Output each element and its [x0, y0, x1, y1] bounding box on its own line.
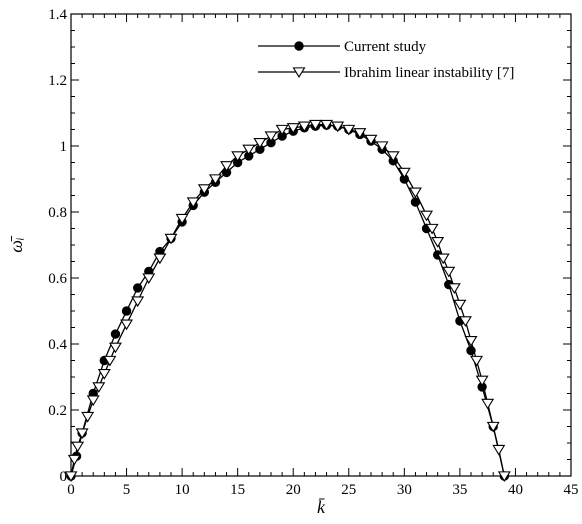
series-2: [64, 119, 511, 483]
point-marker-triangle: [175, 213, 189, 225]
point-marker-triangle: [364, 134, 378, 146]
x-tick-label: 5: [123, 482, 131, 498]
point-marker-triangle: [220, 161, 234, 172]
point-marker-triangle: [375, 141, 389, 153]
x-tick-label: 30: [397, 482, 412, 498]
point-marker-triangle: [75, 428, 89, 440]
point-marker-triangle: [186, 197, 200, 209]
point-marker-triangle: [436, 253, 450, 265]
x-tick-label: 25: [341, 482, 356, 498]
series-1: [66, 120, 510, 481]
point-marker-triangle: [447, 283, 461, 294]
point-marker-triangle: [320, 119, 334, 131]
point-marker-triangle: [208, 174, 222, 186]
x-tick-label: 35: [452, 482, 467, 498]
point-marker-triangle: [353, 128, 367, 139]
point-marker-triangle: [242, 144, 256, 156]
point-marker-triangle: [486, 421, 500, 433]
legend-label: Ibrahim linear instability [7]: [344, 65, 514, 81]
point-marker-triangle: [97, 369, 111, 380]
series-line: [70, 123, 505, 477]
point-marker-circle: [121, 306, 132, 316]
point-marker-triangle: [86, 395, 100, 407]
point-marker-circle: [110, 329, 121, 339]
point-marker-triangle: [492, 444, 506, 456]
y-axis-label: ω̄ᵢ: [6, 235, 26, 253]
series-layer: [64, 119, 511, 483]
point-marker-triangle: [397, 167, 411, 179]
point-marker-triangle: [420, 210, 434, 222]
y-tick-label: 0.4: [48, 337, 67, 353]
x-tick-label: 15: [230, 482, 245, 498]
x-tick-label: 0: [67, 482, 75, 498]
point-marker-triangle: [453, 299, 467, 311]
x-axis-label: k̄: [317, 497, 326, 517]
legend-label: Current study: [344, 39, 427, 55]
y-tick-label: 0.6: [48, 271, 67, 287]
point-marker-triangle: [431, 237, 445, 248]
point-marker-triangle: [342, 124, 356, 136]
point-marker-triangle: [475, 375, 489, 387]
point-marker-triangle: [67, 454, 81, 466]
point-marker-triangle: [408, 187, 422, 199]
y-axis-ticks: 0 0.2 0.4 0.6 0.8 1 1.2 1.4: [48, 7, 571, 485]
point-marker-triangle: [458, 316, 472, 327]
legend-marker: [294, 41, 304, 51]
point-marker-triangle: [331, 121, 345, 133]
point-marker-triangle: [386, 151, 400, 162]
point-marker-triangle: [108, 342, 122, 354]
legend-marker: [292, 67, 306, 79]
point-marker-triangle: [197, 184, 211, 195]
point-marker-triangle: [464, 336, 478, 347]
point-marker-triangle: [275, 124, 289, 136]
point-marker-triangle: [264, 131, 278, 143]
point-marker-triangle: [470, 355, 484, 367]
point-marker-triangle: [64, 471, 78, 483]
point-marker-triangle: [153, 253, 167, 265]
point-marker-triangle: [81, 411, 95, 423]
point-marker-triangle: [308, 119, 322, 131]
point-marker-circle: [132, 283, 143, 293]
point-marker-triangle: [164, 233, 178, 245]
point-marker-triangle: [103, 355, 117, 367]
y-tick-label: 0: [60, 469, 68, 485]
point-marker-triangle: [442, 266, 456, 278]
y-tick-label: 1: [60, 139, 68, 155]
y-tick-label: 1.2: [48, 73, 67, 89]
y-tick-label: 0.8: [48, 205, 67, 221]
point-marker-triangle: [142, 273, 156, 285]
point-marker-triangle: [286, 123, 300, 134]
x-axis-ticks: 0 5 10 15 20 25 30 35 40 45: [67, 14, 579, 498]
y-tick-label: 1.4: [48, 7, 67, 23]
legend: Current study Ibrahim linear instability …: [258, 39, 514, 81]
y-tick-label: 0.2: [48, 403, 67, 419]
point-marker-triangle: [297, 121, 311, 133]
point-marker-triangle: [92, 382, 106, 393]
x-tick-label: 20: [286, 482, 301, 498]
point-marker-triangle: [231, 151, 245, 162]
point-marker-triangle: [253, 138, 267, 149]
point-marker-triangle: [131, 296, 145, 308]
x-tick-label: 45: [564, 482, 579, 498]
point-marker-triangle: [497, 471, 511, 483]
point-marker-triangle: [120, 319, 134, 331]
x-tick-label: 10: [175, 482, 190, 498]
point-marker-triangle: [71, 441, 85, 453]
point-marker-triangle: [481, 398, 495, 410]
plot-frame: [70, 13, 572, 477]
point-marker-triangle: [425, 223, 439, 235]
x-tick-label: 40: [508, 482, 523, 498]
